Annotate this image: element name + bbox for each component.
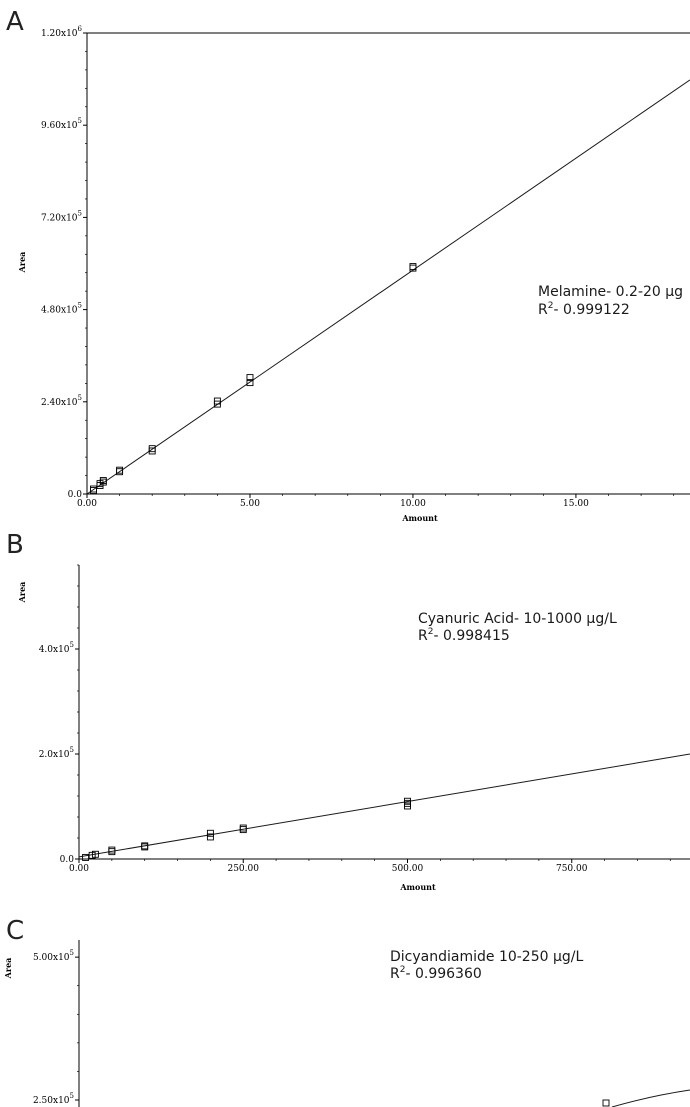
y-tick-label: 9.60x105 [41, 117, 82, 131]
data-point [99, 477, 107, 485]
y-tick-label: 0.0 [60, 855, 75, 865]
data-point [213, 397, 221, 405]
y-tick-label: 2.40x105 [41, 394, 82, 408]
regression-line [78, 753, 690, 858]
panel-a-axes: 0.0 2.40x105 4.80x105 7.20x105 9.60x105 1.20x… [41, 25, 690, 509]
y-tick-label: 2.50x105 [33, 1092, 74, 1106]
y-tick-label: 4.0x105 [39, 641, 74, 655]
panel-c-r2-value: - 0.996360 [405, 966, 481, 982]
panel-a-annotation-r2: R2- 0.999122 [538, 301, 630, 318]
data-point [116, 466, 124, 474]
y-tick-label: 2.0x105 [39, 746, 74, 760]
panel-c-fit-line [602, 1089, 690, 1107]
panel-b-x-axis-title: Amount [399, 882, 436, 892]
panel-b: B 0.0 2.0x105 4.0x105 0.00 250.00 500.00 750.0… [6, 530, 690, 892]
panel-letter-a: A [6, 7, 24, 37]
panel-b-r2-value: - 0.998415 [433, 628, 509, 644]
x-tick-label: 750.00 [556, 864, 588, 874]
panel-a-annotation-title: Melamine- 0.2-20 µg [538, 284, 683, 300]
data-point [141, 842, 149, 850]
data-point [90, 485, 97, 493]
panel-a-fit-line [86, 79, 690, 495]
panel-c-annotation-r2: R2- 0.996360 [390, 965, 482, 982]
panel-b-fit-line [78, 753, 690, 858]
panel-a-x-axis-title: Amount [401, 513, 438, 523]
x-tick-label: 500.00 [392, 864, 424, 874]
panel-c-point [602, 1099, 610, 1107]
panel-b-annotation-title: Cyanuric Acid- 10-1000 µg/L [418, 611, 617, 627]
x-tick-label: 5.00 [240, 499, 260, 509]
panel-c: C 2.50x105 5.00x105 Area Dicyandiamide 10… [3, 916, 690, 1107]
panel-letter-b: B [6, 530, 24, 560]
panel-b-axes: 0.0 2.0x105 4.0x105 0.00 250.00 500.00 750.00 [39, 564, 690, 874]
regression-line [86, 79, 690, 495]
panel-b-points [82, 797, 411, 861]
data-point [82, 853, 90, 861]
data-point [404, 797, 411, 805]
x-tick-label: 15.00 [563, 499, 589, 509]
data-point [91, 850, 99, 858]
panel-c-fit-curve [611, 1089, 690, 1107]
x-tick-label: 0.00 [69, 864, 89, 874]
y-tick-label: 0.0 [68, 490, 83, 500]
data-point [246, 379, 254, 387]
data-point [239, 824, 247, 832]
panel-a: A 0.0 2.40x105 4.80x105 7.20x105 9.60x105 1.2… [6, 7, 690, 523]
x-tick-label: 250.00 [227, 864, 259, 874]
panel-a-points [90, 263, 417, 494]
data-point [108, 846, 116, 854]
panel-b-annotation-r2: R2- 0.998415 [418, 627, 510, 644]
panel-c-annotation-title: Dicyandiamide 10-250 µg/L [390, 949, 583, 965]
x-tick-label: 0.00 [77, 499, 97, 509]
data-point [246, 374, 254, 382]
y-tick-label: 7.20x105 [41, 209, 82, 223]
y-tick-label: 4.80x105 [41, 302, 82, 316]
data-point [206, 829, 214, 837]
y-tick-label: 5.00x105 [33, 949, 74, 963]
panel-a-y-axis-title: Area [17, 252, 27, 274]
data-point [148, 445, 156, 453]
x-tick-label: 10.00 [400, 499, 426, 509]
data-point [206, 833, 214, 841]
data-point [409, 263, 417, 271]
panel-letter-c: C [6, 916, 24, 946]
y-tick-label: 1.20x106 [41, 25, 83, 39]
panel-c-y-axis-title: Area [3, 958, 13, 980]
panel-b-y-axis-title: Area [17, 582, 27, 604]
panel-a-r2-value: - 0.999122 [553, 302, 629, 318]
panel-c-axes: 2.50x105 5.00x105 [33, 940, 80, 1107]
